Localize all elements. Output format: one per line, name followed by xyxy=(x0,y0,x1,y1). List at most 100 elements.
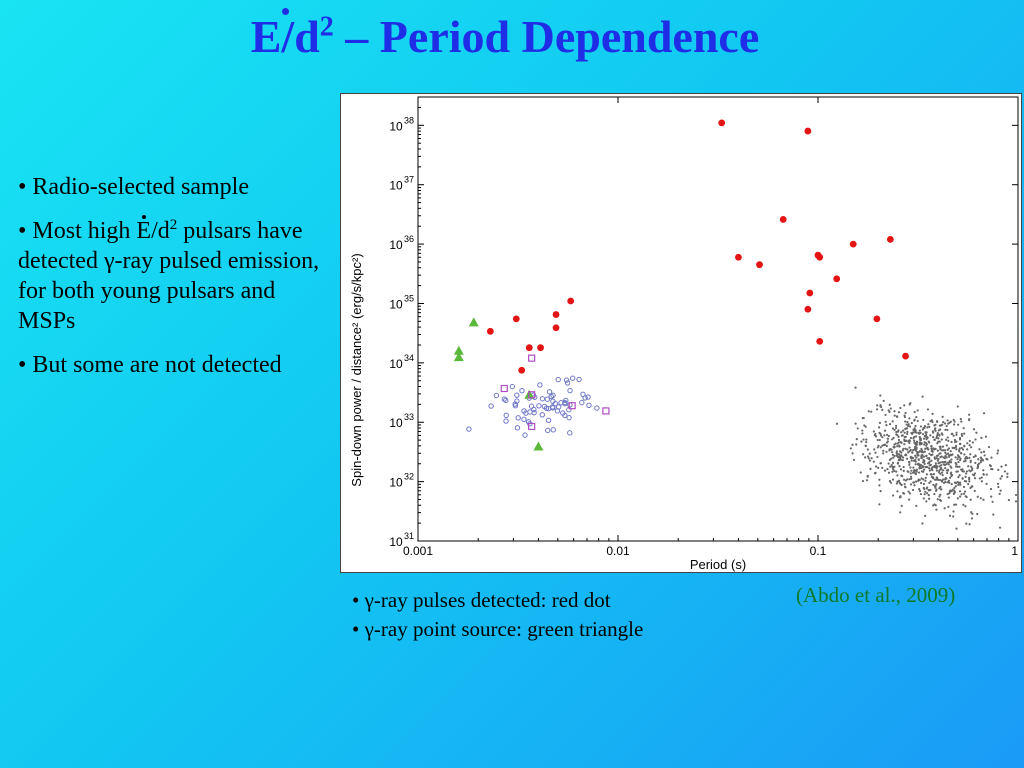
background-pulsar-point xyxy=(957,476,960,479)
background-pulsar-point xyxy=(990,456,993,459)
background-pulsar-point xyxy=(878,503,881,506)
open-square-point xyxy=(528,422,536,431)
background-pulsar-point xyxy=(938,487,941,490)
background-pulsar-point xyxy=(948,481,951,484)
msp-open-circle xyxy=(545,427,551,434)
background-pulsar-point xyxy=(926,492,929,495)
background-pulsar-point xyxy=(1003,470,1006,473)
background-pulsar-point xyxy=(892,456,895,459)
background-pulsar-point xyxy=(898,496,902,499)
background-pulsar-point xyxy=(946,461,949,464)
background-pulsar-point xyxy=(973,477,977,480)
background-pulsar-point xyxy=(835,422,839,425)
background-pulsar-point xyxy=(913,419,916,422)
background-pulsar-point xyxy=(897,456,900,459)
background-pulsar-point xyxy=(976,467,979,470)
background-pulsar-point xyxy=(881,444,884,447)
background-pulsar-point xyxy=(942,478,945,481)
background-pulsar-point xyxy=(946,452,950,455)
background-pulsar-point xyxy=(946,436,949,439)
background-pulsar-point xyxy=(893,454,896,458)
y-tick-exponent: 31 xyxy=(404,531,414,541)
background-pulsar-point xyxy=(956,497,959,500)
green-triangle-point xyxy=(453,352,464,362)
background-pulsar-point xyxy=(961,448,965,451)
background-pulsar-point xyxy=(969,470,972,473)
legend-green-triangle: • γ-ray point source: green triangle xyxy=(352,617,644,641)
background-pulsar-point xyxy=(901,429,905,432)
background-pulsar-point xyxy=(925,442,928,446)
x-tick-label: 0.001 xyxy=(403,544,433,558)
background-pulsar-point xyxy=(963,444,966,447)
background-pulsar-point xyxy=(974,461,977,465)
background-pulsar-point xyxy=(925,454,928,458)
bullet-high-edot: • Most high E/d2 pulsars have detected γ… xyxy=(18,215,336,336)
msp-open-circle xyxy=(523,410,529,416)
background-pulsar-point xyxy=(974,438,977,441)
background-pulsar-point xyxy=(959,483,962,486)
legend-notes: • γ-ray pulses detected: red dot • γ-ray… xyxy=(352,586,643,644)
background-pulsar-point xyxy=(939,466,943,469)
bullet-superscript: 2 xyxy=(169,217,178,233)
title-superscript: 2 xyxy=(319,11,334,43)
background-pulsar-point xyxy=(982,473,985,476)
background-pulsar-point xyxy=(921,395,924,398)
background-pulsar-point xyxy=(954,485,957,488)
background-pulsar-point xyxy=(883,434,886,437)
background-pulsar-point xyxy=(1004,464,1008,467)
msp-open-circle xyxy=(501,396,508,402)
background-pulsar-point xyxy=(982,498,985,501)
background-pulsar-point xyxy=(918,435,921,439)
background-pulsar-point xyxy=(908,403,911,406)
background-pulsar-point xyxy=(905,454,908,457)
background-pulsar-point xyxy=(908,425,912,428)
background-pulsar-point xyxy=(905,423,908,426)
background-pulsar-point xyxy=(903,482,906,486)
background-pulsar-point xyxy=(931,466,934,469)
background-pulsar-point xyxy=(911,451,914,454)
background-pulsar-point xyxy=(891,438,894,441)
background-pulsar-point xyxy=(932,436,935,439)
msp-open-circle xyxy=(519,387,525,394)
background-pulsar-point xyxy=(908,441,911,445)
background-pulsar-point xyxy=(876,446,879,449)
background-pulsar-point xyxy=(922,460,925,464)
background-pulsar-point xyxy=(930,459,933,462)
msp-open-circle xyxy=(569,375,576,381)
background-pulsar-point xyxy=(924,465,927,469)
background-pulsar-point xyxy=(929,480,932,483)
y-tick-label: 10 xyxy=(389,238,403,252)
y-axis-label: Spin-down power / distance² (erg/s/kpc²) xyxy=(349,253,364,486)
msp-open-circle xyxy=(539,412,546,418)
background-pulsar-point xyxy=(932,447,935,450)
background-pulsar-point xyxy=(950,471,953,474)
background-pulsar-point xyxy=(854,386,857,389)
background-pulsar-point xyxy=(898,465,901,468)
background-pulsar-point xyxy=(959,495,962,498)
msp-open-circles xyxy=(466,375,600,438)
background-pulsar-point xyxy=(908,492,911,495)
background-pulsar-point xyxy=(958,436,962,440)
background-pulsar-point xyxy=(999,477,1002,480)
background-pulsar-point xyxy=(926,457,929,460)
background-pulsar-point xyxy=(889,481,893,484)
background-pulsar-point xyxy=(907,498,911,501)
y-tick-exponent: 36 xyxy=(404,234,414,244)
background-pulsar-point xyxy=(977,458,980,461)
background-pulsar-point xyxy=(893,410,896,413)
background-pulsar-point xyxy=(903,443,906,446)
background-pulsar-point xyxy=(969,461,972,464)
background-pulsar-point xyxy=(862,453,865,456)
background-pulsar-point xyxy=(934,504,937,507)
background-pulsar-point xyxy=(915,468,918,471)
background-pulsar-point xyxy=(888,403,891,406)
bullet-text-start: • Most high xyxy=(18,218,137,244)
background-pulsar-point xyxy=(928,425,931,429)
background-pulsar-point xyxy=(960,420,963,423)
background-pulsar-point xyxy=(957,423,960,426)
background-pulsar-point xyxy=(932,483,935,486)
background-pulsar-point xyxy=(916,409,919,412)
title-text: – Period Dependence xyxy=(333,11,760,62)
background-pulsar-point xyxy=(950,440,953,444)
background-pulsar-point xyxy=(958,450,961,453)
